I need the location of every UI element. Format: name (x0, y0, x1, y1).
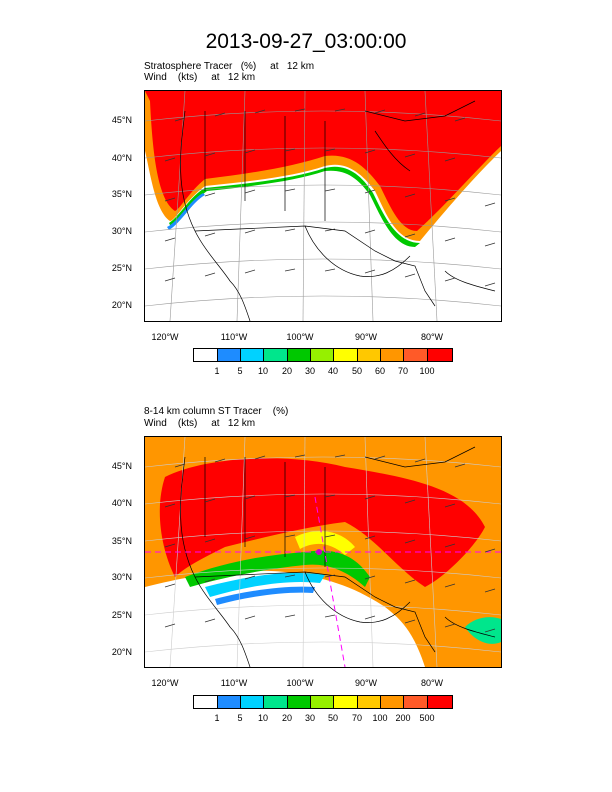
panel1-lat-label: 40°N (111, 153, 132, 163)
panel1-tracer-red-core (145, 91, 501, 231)
panel2-lon-label: 110°W (220, 678, 248, 688)
panel2-colorbar-label: 200 (395, 713, 411, 723)
panel2-colorbar-label: 50 (327, 713, 338, 723)
colorbar-swatch (264, 696, 288, 708)
panel1-map-svg (145, 91, 501, 321)
panel2-field-label: 8-14 km column ST Tracer (%) (144, 406, 289, 417)
panel2-coastlines (180, 446, 496, 667)
panel2-wind-label: Wind (kts) at 12 km (144, 418, 256, 429)
panel1-colorbar-label: 20 (281, 366, 292, 376)
colorbar-swatch (288, 349, 311, 361)
colorbar-swatch (218, 349, 241, 361)
panel2-marker (316, 549, 322, 555)
colorbar-swatch (334, 349, 358, 361)
panel1-colorbar-label: 60 (374, 366, 385, 376)
colorbar-swatch (404, 696, 428, 708)
panel2-lat-label: 35°N (111, 536, 132, 546)
panel2-wind-barbs (164, 454, 496, 633)
panel2-colorbar-label: 70 (351, 713, 362, 723)
panel2-colorbar-label: 20 (281, 713, 292, 723)
panel2-map (144, 436, 502, 668)
panel1-map (144, 90, 502, 322)
panel2-tracer-blue-band (215, 586, 315, 605)
panel2-colorbar (193, 695, 453, 709)
panel1-lat-label: 30°N (111, 226, 132, 236)
panel2-lon-label: 80°W (420, 678, 444, 688)
page-title: 2013-09-27_03:00:00 (205, 30, 407, 53)
panel1-lon-label: 90°W (354, 332, 378, 342)
panel1-colorbar-label: 10 (257, 366, 268, 376)
panel2-lat-label: 45°N (111, 461, 132, 471)
panel2-tracer-cyan-band (205, 572, 325, 597)
colorbar-swatch (218, 696, 241, 708)
panel1-colorbar-label: 5 (237, 366, 243, 376)
panel1-lon-label: 100°W (286, 332, 314, 342)
panel2-lon-label: 120°W (151, 678, 179, 688)
panel1-colorbar-label: 30 (304, 366, 315, 376)
panel1-colorbar-label: 1 (214, 366, 220, 376)
panel1-lon-label: 120°W (151, 332, 179, 342)
panel2-lat-label: 20°N (111, 647, 132, 657)
panel2-lat-label: 25°N (111, 610, 132, 620)
colorbar-swatch (404, 349, 428, 361)
panel2-tracer-red-core (159, 458, 485, 587)
panel1-colorbar-label: 50 (351, 366, 362, 376)
panel1-wind-barbs (164, 108, 496, 287)
panel2-colorbar-label: 5 (237, 713, 243, 723)
panel2-lon-label: 100°W (286, 678, 314, 688)
panel2-lon-label: 90°W (354, 678, 378, 688)
colorbar-swatch (334, 696, 358, 708)
colorbar-swatch (264, 349, 288, 361)
colorbar-swatch (194, 696, 218, 708)
panel2-tracer-green-band (185, 550, 370, 587)
panel1-colorbar-label: 40 (327, 366, 338, 376)
panel1-colorbar-label: 100 (419, 366, 435, 376)
panel2-tracer-east-patch (465, 617, 501, 644)
colorbar-swatch (288, 696, 311, 708)
colorbar-swatch (241, 696, 264, 708)
colorbar-swatch (241, 349, 264, 361)
panel1-coastlines (180, 100, 496, 321)
panel1-tracer-green-edge (169, 166, 420, 247)
panel2-colorbar-label: 30 (304, 713, 315, 723)
colorbar-swatch (358, 349, 381, 361)
colorbar-swatch (194, 349, 218, 361)
panel2-lat-label: 30°N (111, 572, 132, 582)
panel2-colorbar-label: 100 (372, 713, 388, 723)
panel1-field-label: Stratosphere Tracer (%) at 12 km (144, 61, 315, 72)
panel1-wind-label: Wind (kts) at 12 km (144, 72, 256, 83)
panel1-colorbar-label: 70 (397, 366, 408, 376)
colorbar-swatch (428, 696, 452, 708)
panel2-colorbar-label: 10 (257, 713, 268, 723)
panel2-lat-label: 40°N (111, 498, 132, 508)
colorbar-swatch (311, 696, 334, 708)
colorbar-swatch (381, 696, 404, 708)
panel2-colorbar-label: 500 (419, 713, 435, 723)
panel2-map-svg (145, 437, 501, 667)
panel1-lat-label: 35°N (111, 189, 132, 199)
panel1-lon-label: 110°W (220, 332, 248, 342)
panel2-cross-section-line (314, 496, 346, 667)
colorbar-swatch (311, 349, 334, 361)
panel1-lon-label: 80°W (420, 332, 444, 342)
colorbar-swatch (381, 349, 404, 361)
colorbar-swatch (428, 349, 452, 361)
panel1-lat-label: 20°N (111, 300, 132, 310)
panel2-colorbar-label: 1 (214, 713, 220, 723)
panel1-colorbar (193, 348, 453, 362)
panel1-graticule (145, 91, 501, 321)
panel1-lat-label: 45°N (111, 115, 132, 125)
panel1-lat-label: 25°N (111, 263, 132, 273)
colorbar-swatch (358, 696, 381, 708)
